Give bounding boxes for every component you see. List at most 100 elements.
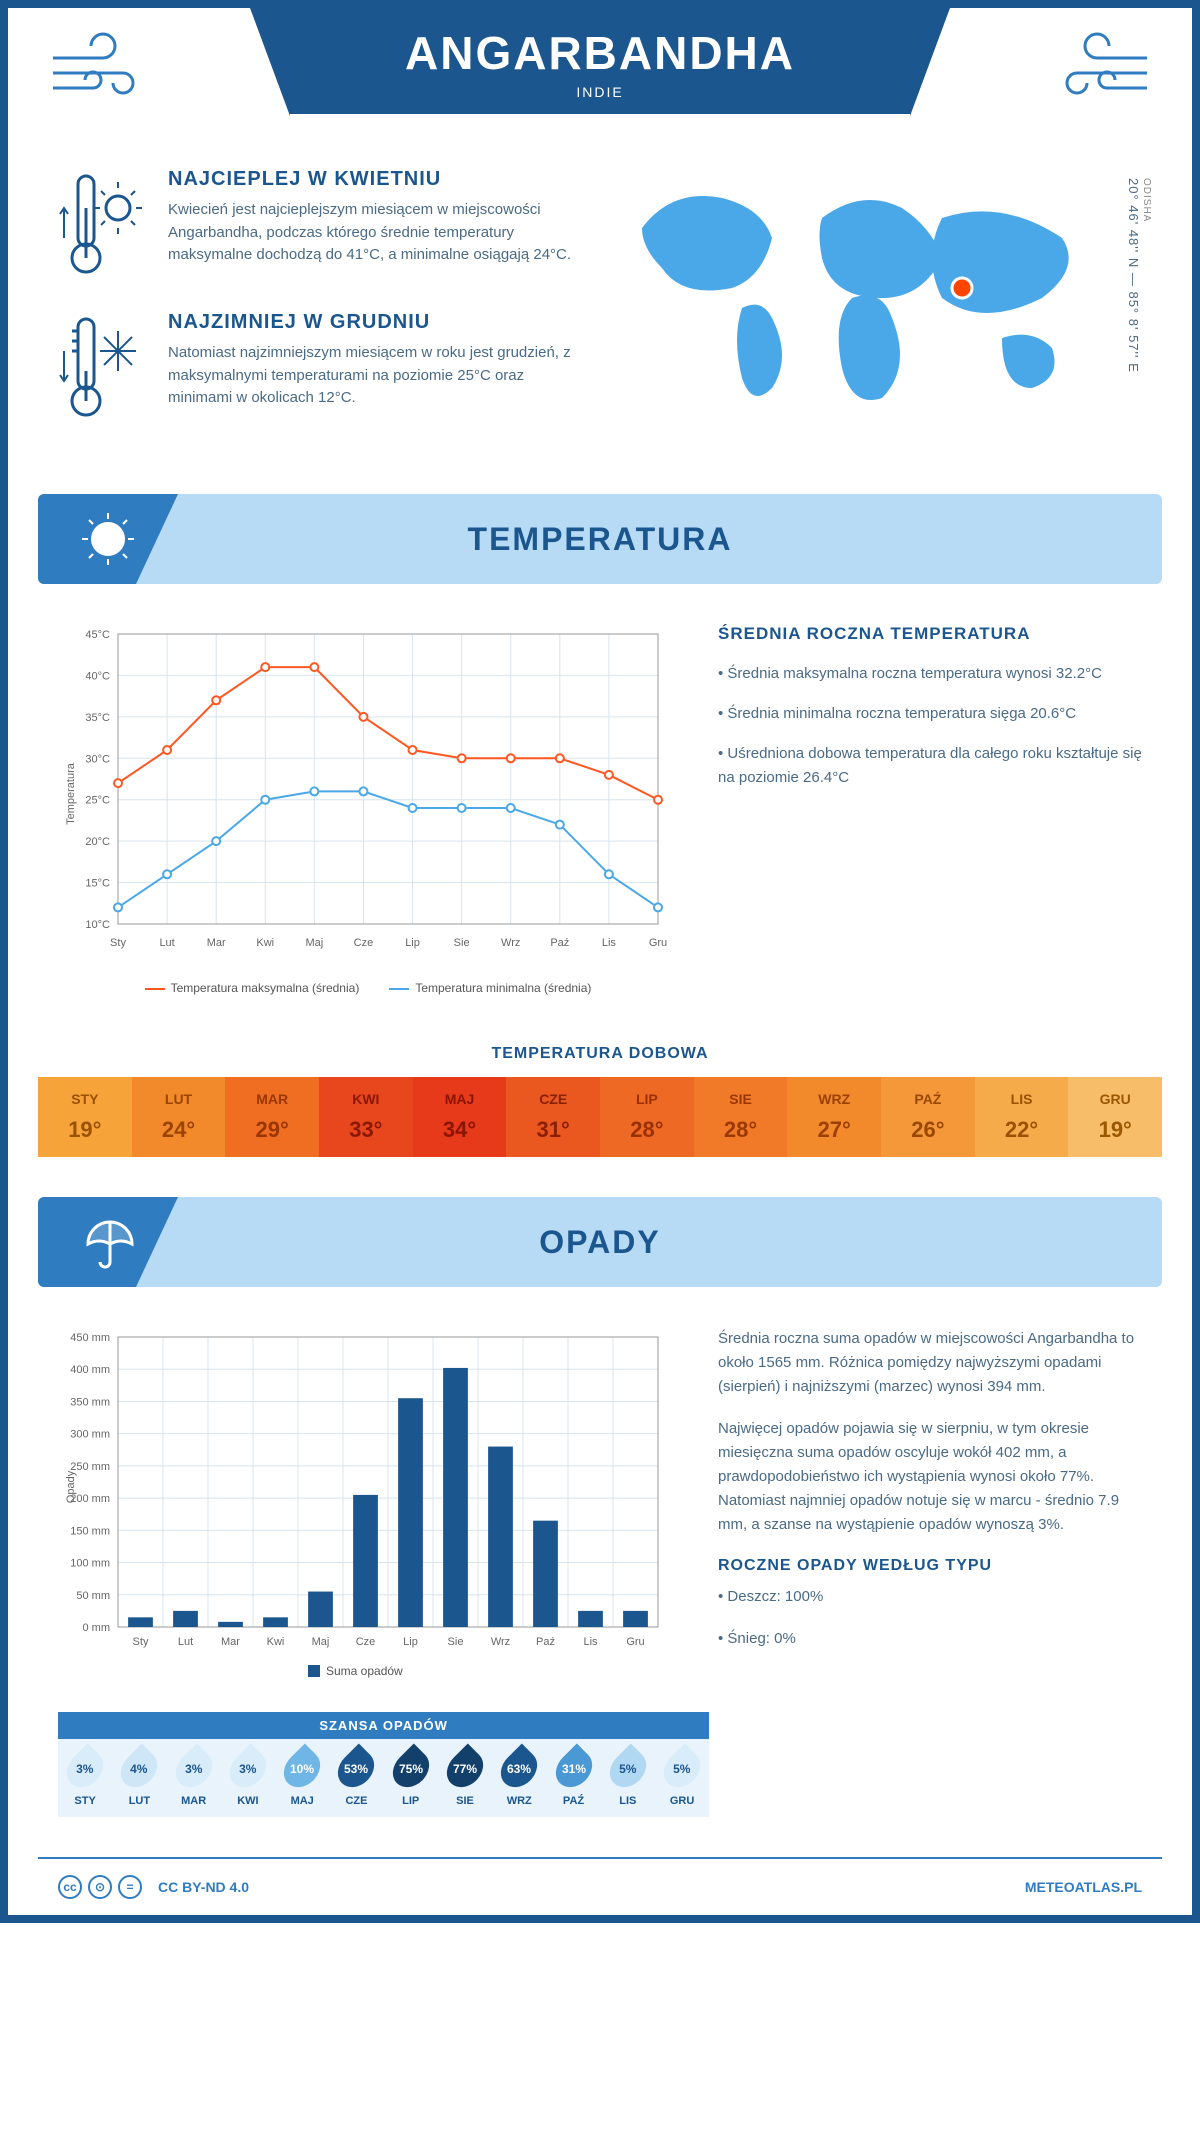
raindrop-icon: 77%	[440, 1744, 491, 1795]
raindrop-icon: 3%	[60, 1744, 111, 1795]
precip-type-bullet: • Deszcz: 100%	[718, 1585, 1142, 1609]
svg-text:Suma opadów: Suma opadów	[326, 1664, 403, 1678]
svg-text:30°C: 30°C	[85, 753, 110, 765]
avg-temp-bullet: • Uśredniona dobowa temperatura dla całe…	[718, 742, 1142, 790]
svg-text:45°C: 45°C	[85, 629, 110, 641]
svg-text:Opady: Opady	[65, 1470, 77, 1503]
precip-type-bullet: • Śnieg: 0%	[718, 1627, 1142, 1651]
svg-text:20°C: 20°C	[85, 836, 110, 848]
page-footer: cc ⊙ = CC BY-ND 4.0 METEOATLAS.PL	[38, 1857, 1162, 1915]
svg-text:300 mm: 300 mm	[70, 1429, 110, 1441]
svg-text:Cze: Cze	[356, 1636, 376, 1648]
svg-text:Sty: Sty	[110, 937, 126, 949]
daily-temp-cell: SIE28°	[694, 1077, 788, 1157]
raindrop-icon: 3%	[222, 1744, 273, 1795]
precipitation-bar-chart: 0 mm50 mm100 mm150 mm200 mm250 mm300 mm3…	[58, 1327, 678, 1692]
chance-cell: 10%MAJ	[275, 1749, 329, 1807]
chance-cell: 5%GRU	[655, 1749, 709, 1807]
daily-temp-cell: LIP28°	[600, 1077, 694, 1157]
chance-cell: 31%PAŹ	[546, 1749, 600, 1807]
site-label: METEOATLAS.PL	[1025, 1879, 1142, 1895]
page-header: ANGARBANDHA INDIE	[8, 8, 1192, 158]
legend-min: Temperatura minimalna (średnia)	[389, 981, 591, 995]
chance-cell: 3%KWI	[221, 1749, 275, 1807]
daily-temp-cell: MAJ34°	[413, 1077, 507, 1157]
svg-text:Wrz: Wrz	[501, 937, 520, 949]
coordinates-label: ODISHA 20° 46' 48'' N — 85° 8' 57'' E	[1126, 178, 1152, 373]
country-subtitle: INDIE	[290, 84, 910, 100]
chance-cell: 77%SIE	[438, 1749, 492, 1807]
svg-text:Paź: Paź	[536, 1636, 555, 1648]
svg-text:Kwi: Kwi	[267, 1636, 285, 1648]
umbrella-icon	[38, 1197, 178, 1287]
hottest-body: Kwiecień jest najcieplejszym miesiącem w…	[168, 199, 592, 267]
coldest-body: Natomiast najzimniejszym miesiącem w rok…	[168, 342, 592, 410]
svg-text:450 mm: 450 mm	[70, 1332, 110, 1344]
svg-text:Lis: Lis	[583, 1636, 598, 1648]
svg-text:Cze: Cze	[354, 937, 374, 949]
raindrop-icon: 63%	[494, 1744, 545, 1795]
svg-text:Lut: Lut	[159, 937, 174, 949]
svg-text:Sie: Sie	[454, 937, 470, 949]
temperature-line-chart: 10°C15°C20°C25°C30°C35°C40°C45°CStyLutMa…	[58, 624, 678, 995]
svg-text:35°C: 35°C	[85, 712, 110, 724]
raindrop-icon: 4%	[114, 1744, 165, 1795]
precip-type-heading: ROCZNE OPADY WEDŁUG TYPU	[718, 1557, 1142, 1575]
svg-text:400 mm: 400 mm	[70, 1364, 110, 1376]
svg-text:Mar: Mar	[221, 1636, 240, 1648]
svg-text:Gru: Gru	[626, 1636, 644, 1648]
svg-text:0 mm: 0 mm	[83, 1622, 111, 1634]
svg-text:Lip: Lip	[403, 1636, 418, 1648]
svg-text:Sty: Sty	[133, 1636, 149, 1648]
daily-temp-title: TEMPERATURA DOBOWA	[8, 1045, 1192, 1063]
svg-text:Sie: Sie	[448, 1636, 464, 1648]
avg-temp-bullet: • Średnia minimalna roczna temperatura s…	[718, 702, 1142, 726]
svg-text:40°C: 40°C	[85, 670, 110, 682]
chance-cell: 3%MAR	[167, 1749, 221, 1807]
daily-temp-cell: PAŹ26°	[881, 1077, 975, 1157]
svg-text:Mar: Mar	[207, 937, 226, 949]
legend-max: Temperatura maksymalna (średnia)	[145, 981, 360, 995]
wind-icon	[1042, 28, 1152, 120]
svg-text:Paź: Paź	[550, 937, 569, 949]
thermometer-cold-icon	[58, 311, 148, 426]
chance-cell: 53%CZE	[329, 1749, 383, 1807]
raindrop-icon: 75%	[385, 1744, 436, 1795]
svg-text:50 mm: 50 mm	[76, 1590, 110, 1602]
chance-cell: 5%LIS	[601, 1749, 655, 1807]
raindrop-icon: 10%	[277, 1744, 328, 1795]
svg-text:150 mm: 150 mm	[70, 1525, 110, 1537]
coldest-block: NAJZIMNIEJ W GRUDNIU Natomiast najzimnie…	[58, 311, 592, 426]
avg-temp-bullet: • Średnia maksymalna roczna temperatura …	[718, 662, 1142, 686]
chance-cell: 75%LIP	[384, 1749, 438, 1807]
raindrop-icon: 53%	[331, 1744, 382, 1795]
svg-text:Temperatura: Temperatura	[65, 762, 77, 825]
location-title: ANGARBANDHA	[290, 26, 910, 80]
chance-cell: 4%LUT	[112, 1749, 166, 1807]
world-map-block: ODISHA 20° 46' 48'' N — 85° 8' 57'' E	[622, 168, 1142, 454]
svg-text:Gru: Gru	[649, 937, 667, 949]
license-label: CC BY-ND 4.0	[158, 1879, 249, 1895]
cc-icon: cc	[58, 1875, 82, 1899]
svg-text:Maj: Maj	[312, 1636, 330, 1648]
svg-text:25°C: 25°C	[85, 795, 110, 807]
precipitation-section-header: OPADY	[38, 1197, 1162, 1287]
precipitation-title: OPADY	[539, 1224, 660, 1261]
wind-icon	[48, 28, 158, 120]
chance-cell: 63%WRZ	[492, 1749, 546, 1807]
daily-temp-cell: WRZ27°	[787, 1077, 881, 1157]
svg-text:Maj: Maj	[305, 937, 323, 949]
temperature-section-header: TEMPERATURA	[38, 494, 1162, 584]
thermometer-hot-icon	[58, 168, 148, 283]
svg-text:100 mm: 100 mm	[70, 1558, 110, 1570]
cc-nd-icon: =	[118, 1875, 142, 1899]
hottest-block: NAJCIEPLEJ W KWIETNIU Kwiecień jest najc…	[58, 168, 592, 283]
daily-temp-cell: LUT24°	[132, 1077, 226, 1157]
raindrop-icon: 5%	[602, 1744, 653, 1795]
temperature-title: TEMPERATURA	[468, 521, 733, 558]
chance-cell: 3%STY	[58, 1749, 112, 1807]
svg-text:350 mm: 350 mm	[70, 1396, 110, 1408]
avg-temp-heading: ŚREDNIA ROCZNA TEMPERATURA	[718, 624, 1142, 644]
daily-temp-cell: CZE31°	[506, 1077, 600, 1157]
hottest-title: NAJCIEPLEJ W KWIETNIU	[168, 168, 592, 191]
